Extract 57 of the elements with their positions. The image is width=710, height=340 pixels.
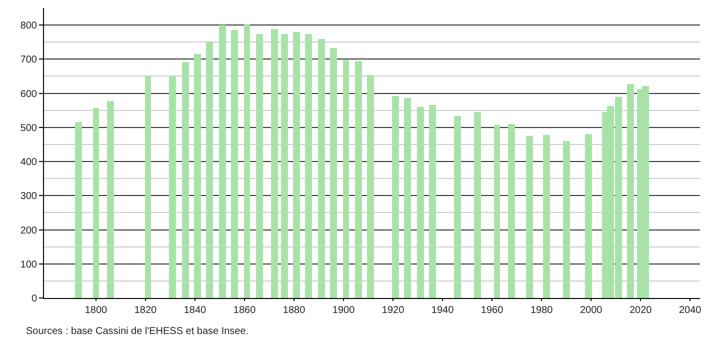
bar xyxy=(627,84,634,298)
x-tick-label: 1820 xyxy=(134,305,158,316)
y-tick-label: 0 xyxy=(31,294,38,304)
x-tick-label: 2020 xyxy=(629,305,652,316)
y-tick-label: 100 xyxy=(20,259,38,270)
bar xyxy=(367,75,374,298)
bar xyxy=(293,32,300,298)
bar xyxy=(107,101,114,298)
x-tick-label: 2000 xyxy=(580,305,603,316)
bar xyxy=(271,29,278,298)
bar xyxy=(404,98,411,298)
bar xyxy=(244,24,250,298)
bar xyxy=(417,107,424,298)
bar xyxy=(318,39,325,298)
bar xyxy=(256,34,263,298)
y-tick-label: 500 xyxy=(20,122,38,134)
bar xyxy=(93,108,99,298)
x-tick-label: 1940 xyxy=(431,305,454,316)
x-tick-label: 1980 xyxy=(530,305,554,316)
bar xyxy=(343,60,349,298)
bar xyxy=(182,62,189,298)
y-tick-label: 700 xyxy=(20,54,38,66)
y-tick-label: 600 xyxy=(20,88,38,100)
y-tick-label: 800 xyxy=(20,20,38,32)
bar xyxy=(305,34,312,298)
bar xyxy=(219,25,226,298)
bar xyxy=(508,124,515,298)
x-tick-label: 1860 xyxy=(233,305,256,316)
bar xyxy=(494,125,500,298)
y-tick-label: 200 xyxy=(20,225,38,236)
bar xyxy=(454,116,461,298)
bar xyxy=(75,122,82,298)
x-tick-label: 1960 xyxy=(480,305,504,316)
y-tick-label: 300 xyxy=(20,191,38,202)
x-tick-label: 1920 xyxy=(382,305,405,316)
bar xyxy=(281,34,288,298)
bar xyxy=(474,112,481,298)
bar xyxy=(355,61,362,298)
x-tick-label: 2040 xyxy=(678,305,702,316)
bar xyxy=(330,48,337,298)
bar xyxy=(563,141,570,298)
x-tick-label: 1800 xyxy=(84,305,108,316)
x-tick-label: 1880 xyxy=(282,305,306,316)
x-tick-label: 1840 xyxy=(184,305,207,316)
y-tick-label: 400 xyxy=(20,157,38,168)
x-tick-label: 1900 xyxy=(332,305,356,316)
bar xyxy=(145,76,151,298)
bar xyxy=(543,135,550,298)
bar xyxy=(392,96,399,298)
bar xyxy=(206,42,213,298)
source-note: Sources : base Cassini de l'EHESS et base Insee. xyxy=(26,326,249,337)
bar xyxy=(194,54,201,298)
bar xyxy=(429,105,436,298)
bar xyxy=(169,76,176,298)
bar xyxy=(526,136,533,298)
bar xyxy=(585,134,592,298)
bar xyxy=(231,30,238,298)
